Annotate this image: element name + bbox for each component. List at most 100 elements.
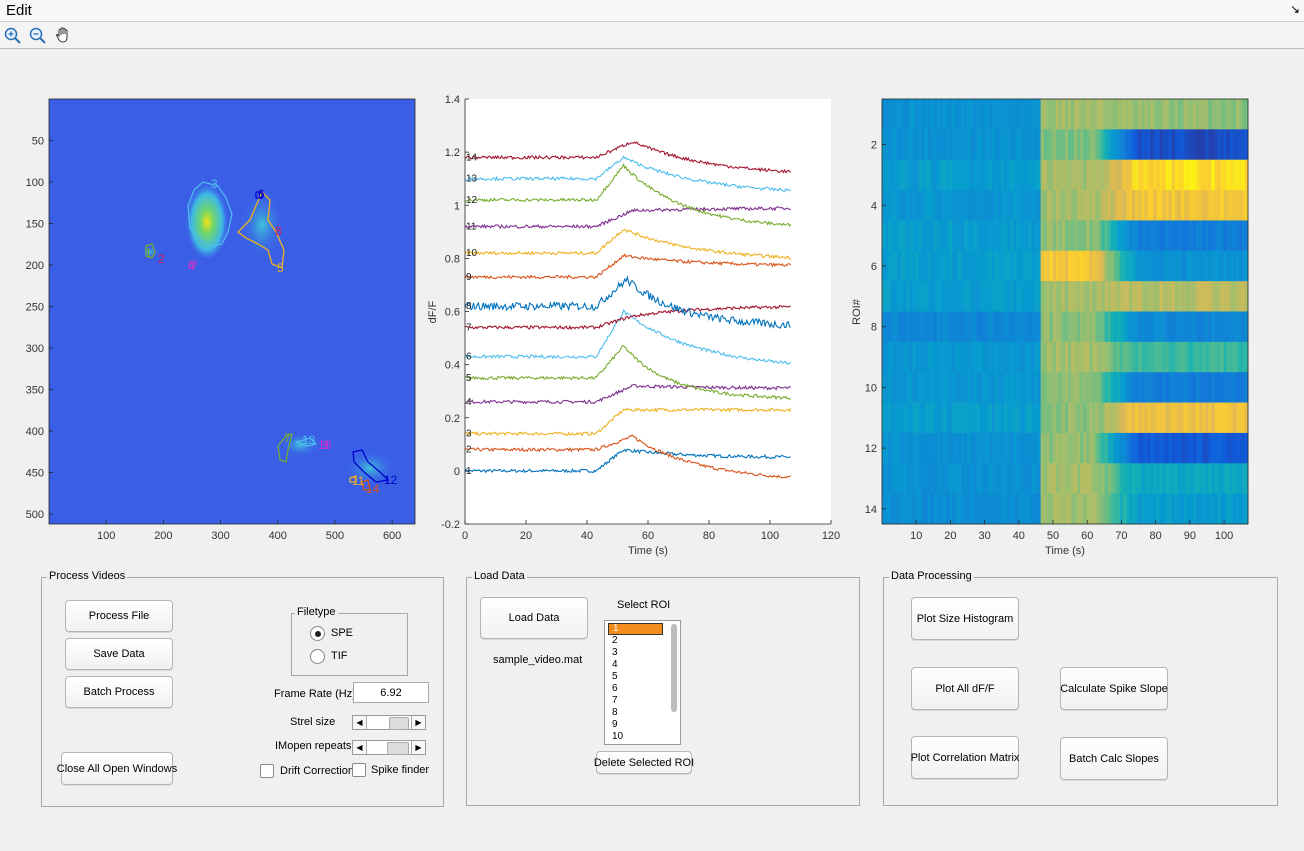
roi-list-item[interactable]: 1 [608, 623, 663, 635]
heatmap-cell [1144, 99, 1148, 130]
roi-list-item[interactable]: 9 [612, 719, 618, 730]
heatmap-cell [1010, 281, 1014, 312]
heatmap-cell [1135, 99, 1139, 130]
slider-right-arrow-icon[interactable]: ▶ [411, 716, 425, 729]
heatmap-cell [970, 129, 974, 161]
heatmap-cell [1065, 281, 1069, 312]
heatmap-cell [1211, 463, 1215, 495]
pan-hand-icon[interactable] [53, 25, 75, 45]
heatmap-cell [1159, 159, 1163, 191]
heatmap-cell [1052, 159, 1057, 191]
slider-thumb[interactable] [387, 742, 409, 755]
heatmap-cell [1211, 129, 1215, 161]
roi-outline[interactable] [145, 243, 156, 259]
slider-thumb[interactable] [389, 717, 409, 730]
plot-size-histogram-button[interactable]: Plot Size Histogram [911, 597, 1019, 640]
heatmap-cell [1217, 402, 1221, 434]
heatmap-cell [1190, 281, 1194, 312]
roi-outline[interactable] [237, 190, 285, 269]
heatmap-cell [924, 250, 929, 282]
heatmap-cell [994, 311, 999, 343]
heatmap-cell [1034, 341, 1038, 373]
heatmap-cell [1226, 402, 1231, 434]
roi-list-item[interactable]: 5 [612, 671, 618, 682]
traces-xtick-label: 100 [761, 530, 779, 542]
heatmap-cell [1229, 129, 1234, 161]
process-file-button[interactable]: Process File [65, 600, 173, 632]
heatmap-ytick-label: 2 [871, 140, 877, 152]
roi-list-item[interactable]: 3 [612, 647, 618, 658]
roi-list-item[interactable]: 10 [612, 731, 624, 742]
load-data-button[interactable]: Load Data [480, 597, 588, 639]
menu-edit[interactable]: Edit [6, 2, 32, 19]
heatmap-cell [1199, 311, 1203, 343]
heatmap-cell [900, 281, 904, 312]
roi-outline[interactable] [255, 191, 263, 199]
close-all-windows-button[interactable]: Close All Open Windows [57, 752, 177, 785]
roi-outline[interactable] [277, 433, 293, 463]
roi-list-item[interactable]: 7 [612, 695, 618, 706]
heatmap-cell [1144, 220, 1148, 252]
heatmap-cell [1171, 341, 1176, 373]
save-data-button[interactable]: Save Data [65, 638, 173, 670]
heatmap-cell [1147, 372, 1151, 403]
heatmap-cell [1180, 159, 1185, 191]
roi-outline[interactable] [187, 181, 233, 247]
image-xtick-label: 400 [269, 530, 287, 542]
roi-list-item[interactable]: 6 [612, 683, 618, 694]
heatmap-cell [1202, 402, 1206, 434]
calculate-spike-slope-button[interactable]: Calculate Spike Slope [1060, 667, 1168, 710]
heatmap-cell [1071, 220, 1075, 252]
roi-outline[interactable] [352, 449, 390, 483]
heatmap-cell [939, 402, 944, 434]
heatmap-cell [964, 402, 968, 434]
strel-size-slider[interactable]: ◀ ▶ [352, 715, 426, 730]
roi-label: 4 [188, 259, 195, 273]
heatmap-cell [961, 311, 965, 343]
slider-left-arrow-icon[interactable]: ◀ [353, 716, 367, 729]
filetype-spe-radio[interactable] [310, 626, 325, 641]
zoom-in-icon[interactable] [2, 25, 24, 45]
heatmap-cell [1034, 432, 1038, 464]
roi-list-scrollbar[interactable] [671, 624, 677, 712]
roi-outline[interactable] [188, 261, 197, 269]
heatmap-cell [1144, 281, 1148, 312]
roi-outline[interactable] [361, 479, 371, 491]
heatmap-cell [1058, 250, 1063, 282]
roi-listbox[interactable]: 1 2 3 4 5 6 7 8 9 10 [604, 620, 681, 745]
heatmap-cell [1046, 341, 1051, 373]
roi-outline[interactable] [349, 475, 357, 483]
roi-list-item[interactable]: 8 [612, 707, 618, 718]
heatmap-cell [921, 493, 926, 525]
imopen-repeats-slider[interactable]: ◀ ▶ [352, 740, 426, 755]
heatmap-cell [1013, 493, 1017, 525]
heatmap-cell [994, 129, 999, 161]
heatmap-cell [1116, 341, 1121, 373]
roi-outline[interactable] [294, 437, 318, 447]
plot-correlation-matrix-button[interactable]: Plot Correlation Matrix [911, 736, 1019, 779]
filetype-tif-radio[interactable] [310, 649, 325, 664]
plot-all-dff-button[interactable]: Plot All dF/F [911, 667, 1019, 710]
roi-label: 11 [352, 474, 365, 488]
delete-selected-roi-button[interactable]: Delete Selected ROI [594, 751, 694, 774]
batch-process-button[interactable]: Batch Process [65, 676, 173, 708]
roi-list-item[interactable]: 4 [612, 659, 618, 670]
batch-calc-slopes-button[interactable]: Batch Calc Slopes [1060, 737, 1168, 780]
heatmap-cell [891, 281, 895, 312]
roi-list-item[interactable]: 2 [612, 635, 618, 646]
heatmap-cell [1229, 250, 1234, 282]
slider-left-arrow-icon[interactable]: ◀ [353, 741, 367, 754]
heatmap-cell [1153, 220, 1157, 252]
frame-rate-input[interactable]: 6.92 [353, 682, 429, 703]
heatmap-cell [1107, 220, 1112, 252]
heatmap-cell [1162, 463, 1167, 495]
zoom-out-icon[interactable] [27, 25, 49, 45]
heatmap-cell [1013, 402, 1017, 434]
slider-right-arrow-icon[interactable]: ▶ [411, 741, 425, 754]
drift-correction-checkbox[interactable] [260, 764, 274, 778]
heatmap-cell [1126, 463, 1130, 495]
spike-finder-checkbox[interactable] [352, 763, 366, 777]
